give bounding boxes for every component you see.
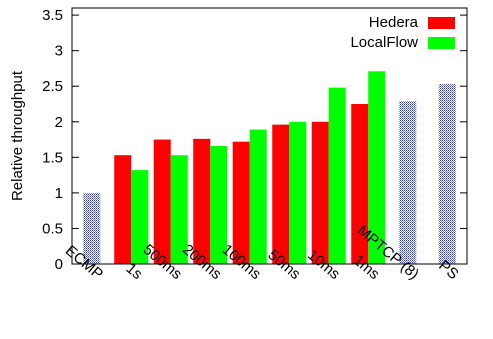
bar-1ms-hedera — [351, 104, 369, 264]
bar-200ms-localflow — [210, 145, 228, 264]
legend: Hedera LocalFlow — [350, 14, 455, 51]
y-tick-label: 1.5 — [42, 149, 63, 166]
bar-10ms-localflow — [328, 87, 346, 265]
y-tick-label: 3 — [55, 43, 63, 60]
bar-1ms-localflow — [368, 71, 386, 265]
y-tick-label: 0.5 — [42, 220, 63, 237]
bar-500ms-hedera — [153, 139, 171, 264]
bar-50ms-hedera — [272, 124, 290, 264]
y-tick-label: 2.5 — [42, 78, 63, 95]
bar-1s-localflow — [131, 170, 149, 264]
bar-50ms-localflow — [289, 121, 307, 265]
bar-mptcp-8--baseline — [399, 101, 417, 265]
bar-100ms-hedera — [232, 141, 250, 264]
bar-ps-baseline — [438, 84, 456, 264]
y-tick-label: 0 — [55, 256, 63, 273]
bar-500ms-localflow — [170, 155, 188, 264]
y-axis-ticks: 0 0.5 1 1.5 2 2.5 3 3.5 — [42, 7, 467, 273]
legend-label-hedera: Hedera — [369, 14, 419, 31]
y-axis-label: Relative throughput — [9, 70, 26, 201]
bar-200ms-hedera — [193, 138, 211, 264]
y-tick-label: 3.5 — [42, 7, 63, 24]
bar-1s-hedera — [114, 155, 132, 264]
bar-10ms-hedera — [311, 121, 329, 265]
legend-swatch-hedera — [428, 17, 455, 29]
legend-label-localflow: LocalFlow — [350, 34, 418, 51]
y-tick-label: 2 — [55, 114, 63, 131]
bar-ecmp-baseline — [83, 192, 101, 264]
legend-swatch-localflow — [428, 37, 455, 49]
y-tick-label: 1 — [55, 185, 63, 202]
plot-frame — [71, 7, 468, 265]
bar-100ms-localflow — [249, 129, 267, 264]
bar-marks — [83, 71, 456, 265]
